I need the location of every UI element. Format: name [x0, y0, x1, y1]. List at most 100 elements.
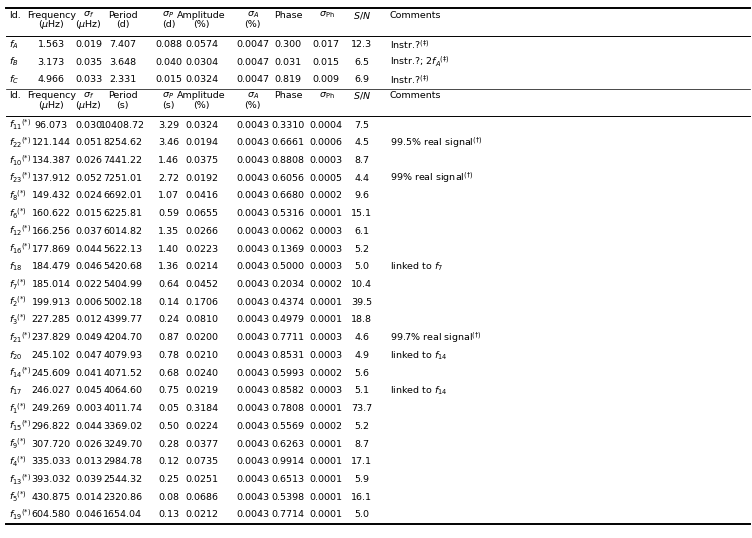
Text: 0.5000: 0.5000 — [271, 263, 305, 271]
Text: linked to $f_{14}$: linked to $f_{14}$ — [390, 385, 447, 397]
Text: 0.0304: 0.0304 — [185, 58, 218, 67]
Text: 0.6263: 0.6263 — [271, 440, 305, 449]
Text: 0.030: 0.030 — [75, 121, 102, 130]
Text: 6.1: 6.1 — [354, 227, 369, 236]
Text: (%): (%) — [244, 20, 261, 30]
Text: ($\mu$Hz): ($\mu$Hz) — [75, 18, 102, 31]
Text: 0.25: 0.25 — [158, 475, 179, 484]
Text: 0.0043: 0.0043 — [236, 280, 269, 289]
Text: Instr.?$^{(‡)}$: Instr.?$^{(‡)}$ — [390, 74, 429, 86]
Text: (s): (s) — [162, 101, 174, 110]
Text: 0.051: 0.051 — [75, 138, 102, 147]
Text: 0.088: 0.088 — [155, 40, 182, 49]
Text: 0.50: 0.50 — [158, 422, 179, 431]
Text: 8254.62: 8254.62 — [103, 138, 142, 147]
Text: 0.0043: 0.0043 — [236, 315, 269, 324]
Text: 99.5% real signal$^{(†)}$: 99.5% real signal$^{(†)}$ — [390, 136, 482, 150]
Text: 5622.13: 5622.13 — [103, 245, 142, 253]
Text: 0.0043: 0.0043 — [236, 511, 269, 519]
Text: 4011.74: 4011.74 — [103, 404, 142, 413]
Text: Amplitude: Amplitude — [177, 91, 226, 100]
Text: 0.28: 0.28 — [158, 440, 179, 449]
Text: 0.0735: 0.0735 — [185, 457, 218, 466]
Text: 0.0001: 0.0001 — [310, 475, 343, 484]
Text: 17.1: 17.1 — [351, 457, 372, 466]
Text: $\sigma_A$: $\sigma_A$ — [247, 10, 259, 20]
Text: 0.0003: 0.0003 — [310, 156, 343, 165]
Text: 227.285: 227.285 — [32, 315, 71, 324]
Text: $\sigma_{\rm Ph}$: $\sigma_{\rm Ph}$ — [319, 10, 334, 20]
Text: 6225.81: 6225.81 — [103, 209, 142, 218]
Text: Comments: Comments — [390, 11, 441, 20]
Text: 0.0003: 0.0003 — [310, 351, 343, 360]
Text: 0.0043: 0.0043 — [236, 369, 269, 378]
Text: 0.0194: 0.0194 — [185, 138, 218, 147]
Text: Comments: Comments — [390, 91, 441, 100]
Text: $f_{22}$$^{(*)}$: $f_{22}$$^{(*)}$ — [9, 136, 31, 150]
Text: Period: Period — [108, 91, 138, 100]
Text: 0.1706: 0.1706 — [185, 298, 218, 307]
Text: 0.0686: 0.0686 — [185, 493, 218, 501]
Text: 4.6: 4.6 — [354, 333, 369, 342]
Text: 0.2034: 0.2034 — [271, 280, 305, 289]
Text: 0.013: 0.013 — [75, 457, 102, 466]
Text: 0.0002: 0.0002 — [310, 192, 343, 201]
Text: 0.0324: 0.0324 — [185, 121, 218, 130]
Text: 2320.86: 2320.86 — [103, 493, 142, 501]
Text: 0.0047: 0.0047 — [236, 40, 269, 49]
Text: 5.9: 5.9 — [354, 475, 369, 484]
Text: 2.72: 2.72 — [158, 174, 179, 183]
Text: 4.966: 4.966 — [38, 75, 65, 84]
Text: 0.0001: 0.0001 — [310, 511, 343, 519]
Text: 0.0043: 0.0043 — [236, 138, 269, 147]
Text: 0.0043: 0.0043 — [236, 298, 269, 307]
Text: 121.144: 121.144 — [32, 138, 71, 147]
Text: 4.5: 4.5 — [354, 138, 369, 147]
Text: 0.0214: 0.0214 — [185, 263, 218, 271]
Text: 245.102: 245.102 — [32, 351, 71, 360]
Text: $f_{21}$$^{(*)}$: $f_{21}$$^{(*)}$ — [9, 331, 31, 345]
Text: $\sigma_P$: $\sigma_P$ — [162, 10, 174, 20]
Text: 0.0375: 0.0375 — [185, 156, 218, 165]
Text: 0.0043: 0.0043 — [236, 386, 269, 395]
Text: Frequency: Frequency — [26, 11, 76, 20]
Text: 0.044: 0.044 — [75, 245, 102, 253]
Text: 0.59: 0.59 — [158, 209, 179, 218]
Text: Phase: Phase — [274, 11, 302, 20]
Text: 0.6056: 0.6056 — [271, 174, 305, 183]
Text: 0.0001: 0.0001 — [310, 315, 343, 324]
Text: 0.019: 0.019 — [75, 40, 102, 49]
Text: 160.622: 160.622 — [32, 209, 71, 218]
Text: 2.331: 2.331 — [109, 75, 136, 84]
Text: 0.0002: 0.0002 — [310, 280, 343, 289]
Text: 0.0251: 0.0251 — [185, 475, 218, 484]
Text: $\sigma_A$: $\sigma_A$ — [247, 90, 259, 101]
Text: 1654.04: 1654.04 — [103, 511, 142, 519]
Text: 0.6661: 0.6661 — [271, 138, 305, 147]
Text: 0.0192: 0.0192 — [185, 174, 218, 183]
Text: Instr.?; $2f_A$$^{(‡)}$: Instr.?; $2f_A$$^{(‡)}$ — [390, 55, 450, 69]
Text: 1.563: 1.563 — [38, 40, 65, 49]
Text: 8.7: 8.7 — [354, 156, 369, 165]
Text: 0.0006: 0.0006 — [310, 138, 343, 147]
Text: 393.032: 393.032 — [32, 475, 71, 484]
Text: 0.0043: 0.0043 — [236, 493, 269, 501]
Text: $\sigma_P$: $\sigma_P$ — [162, 90, 174, 101]
Text: 5420.68: 5420.68 — [103, 263, 142, 271]
Text: 0.0043: 0.0043 — [236, 422, 269, 431]
Text: 1.40: 1.40 — [158, 245, 179, 253]
Text: 604.580: 604.580 — [32, 511, 71, 519]
Text: 237.829: 237.829 — [32, 333, 71, 342]
Text: $f_6$$^{(*)}$: $f_6$$^{(*)}$ — [9, 207, 27, 221]
Text: 0.046: 0.046 — [75, 511, 102, 519]
Text: 1.07: 1.07 — [158, 192, 179, 201]
Text: 0.0047: 0.0047 — [236, 58, 269, 67]
Text: 3.29: 3.29 — [158, 121, 179, 130]
Text: 0.0212: 0.0212 — [185, 511, 218, 519]
Text: (d): (d) — [162, 20, 175, 30]
Text: 9.6: 9.6 — [354, 192, 369, 201]
Text: 3.173: 3.173 — [38, 58, 65, 67]
Text: 0.7808: 0.7808 — [271, 404, 305, 413]
Text: 0.031: 0.031 — [274, 58, 302, 67]
Text: 0.4979: 0.4979 — [271, 315, 305, 324]
